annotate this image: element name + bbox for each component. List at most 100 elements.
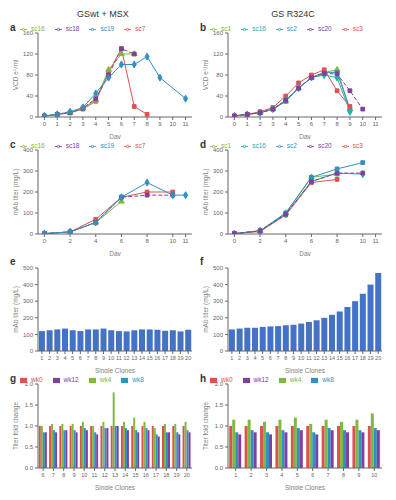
svg-text:4: 4: [284, 238, 288, 244]
svg-text:1: 1: [246, 121, 250, 127]
svg-text:4: 4: [253, 355, 256, 361]
svg-text:0: 0: [220, 114, 224, 120]
svg-text:VCD e⁵/ml: VCD e⁵/ml: [12, 59, 19, 90]
svg-text:4: 4: [280, 472, 283, 478]
svg-text:7: 7: [52, 472, 55, 478]
svg-text:500: 500: [23, 265, 34, 271]
svg-text:40: 40: [26, 93, 33, 99]
svg-text:12: 12: [313, 355, 319, 361]
svg-text:300: 300: [23, 298, 34, 304]
svg-text:200: 200: [23, 189, 34, 195]
svg-text:6: 6: [79, 355, 82, 361]
svg-text:18: 18: [170, 355, 176, 361]
svg-text:9: 9: [348, 121, 352, 127]
svg-text:3: 3: [246, 355, 249, 361]
svg-text:10: 10: [298, 355, 304, 361]
svg-text:6: 6: [311, 472, 314, 478]
svg-text:0: 0: [43, 121, 47, 127]
svg-text:Titer fold change: Titer fold change: [202, 402, 210, 451]
svg-text:Day: Day: [299, 250, 311, 256]
svg-text:5: 5: [261, 355, 264, 361]
svg-text:100: 100: [23, 210, 34, 216]
svg-text:2: 2: [68, 238, 72, 244]
svg-text:20: 20: [185, 355, 191, 361]
svg-text:200: 200: [23, 315, 34, 321]
svg-text:14: 14: [122, 472, 128, 478]
svg-text:10: 10: [371, 472, 377, 478]
svg-text:8: 8: [94, 355, 97, 361]
svg-text:15: 15: [132, 472, 138, 478]
svg-text:0: 0: [233, 238, 237, 244]
svg-text:5: 5: [107, 121, 111, 127]
svg-text:6: 6: [120, 121, 124, 127]
svg-text:3: 3: [271, 121, 275, 127]
svg-text:4: 4: [94, 121, 98, 127]
svg-text:0: 0: [30, 114, 34, 120]
svg-text:400: 400: [213, 282, 224, 288]
svg-text:7: 7: [87, 355, 90, 361]
svg-text:15: 15: [337, 355, 343, 361]
svg-text:1: 1: [40, 355, 43, 361]
svg-text:2: 2: [48, 355, 51, 361]
svg-text:14: 14: [139, 355, 145, 361]
svg-text:1.5: 1.5: [25, 402, 34, 408]
svg-text:0: 0: [220, 348, 224, 354]
svg-text:16: 16: [344, 355, 350, 361]
svg-text:5: 5: [297, 121, 301, 127]
svg-text:16: 16: [143, 472, 149, 478]
svg-text:mAb titer (mg/L): mAb titer (mg/L): [202, 169, 210, 216]
svg-text:10: 10: [108, 355, 114, 361]
svg-text:9: 9: [158, 121, 162, 127]
svg-text:13: 13: [112, 472, 118, 478]
svg-text:6: 6: [269, 355, 272, 361]
svg-text:15: 15: [147, 355, 153, 361]
svg-text:6: 6: [120, 238, 124, 244]
svg-text:100: 100: [23, 332, 34, 338]
svg-text:2: 2: [68, 121, 72, 127]
svg-text:mAb titer (mg/L): mAb titer (mg/L): [12, 286, 20, 333]
svg-text:5: 5: [296, 472, 299, 478]
svg-text:13: 13: [321, 355, 327, 361]
svg-text:100: 100: [213, 210, 224, 216]
svg-text:1.0: 1.0: [215, 423, 224, 429]
svg-text:Single Clones: Single Clones: [285, 367, 326, 373]
svg-text:10: 10: [81, 472, 87, 478]
svg-text:18: 18: [360, 355, 366, 361]
svg-text:11: 11: [372, 121, 379, 127]
svg-text:6: 6: [310, 238, 314, 244]
svg-text:160: 160: [213, 30, 224, 36]
svg-text:20: 20: [184, 472, 190, 478]
svg-text:8: 8: [62, 472, 65, 478]
svg-text:7: 7: [327, 472, 330, 478]
svg-text:19: 19: [174, 472, 180, 478]
svg-text:7: 7: [277, 355, 280, 361]
svg-text:0.5: 0.5: [25, 444, 34, 450]
svg-text:11: 11: [182, 238, 189, 244]
svg-text:8: 8: [335, 238, 339, 244]
svg-text:12: 12: [102, 472, 108, 478]
svg-text:14: 14: [329, 355, 335, 361]
svg-text:6: 6: [310, 121, 314, 127]
svg-text:2: 2: [250, 472, 253, 478]
svg-text:Titer fold change: Titer fold change: [12, 402, 20, 451]
svg-text:6: 6: [42, 472, 45, 478]
svg-text:3: 3: [56, 355, 59, 361]
svg-text:80: 80: [26, 72, 33, 78]
svg-text:0: 0: [30, 348, 34, 354]
svg-text:7: 7: [133, 121, 137, 127]
svg-text:10: 10: [359, 238, 366, 244]
svg-text:300: 300: [213, 168, 224, 174]
svg-text:1: 1: [230, 355, 233, 361]
svg-text:120: 120: [213, 51, 224, 57]
svg-text:400: 400: [23, 147, 34, 153]
svg-text:11: 11: [116, 355, 122, 361]
svg-text:12: 12: [123, 355, 129, 361]
svg-text:9: 9: [357, 472, 360, 478]
svg-text:0.0: 0.0: [25, 465, 34, 471]
svg-text:Day: Day: [109, 250, 121, 256]
svg-text:300: 300: [23, 168, 34, 174]
svg-text:17: 17: [162, 355, 168, 361]
svg-text:3: 3: [81, 121, 85, 127]
svg-text:8: 8: [342, 472, 345, 478]
svg-text:160: 160: [23, 30, 34, 36]
